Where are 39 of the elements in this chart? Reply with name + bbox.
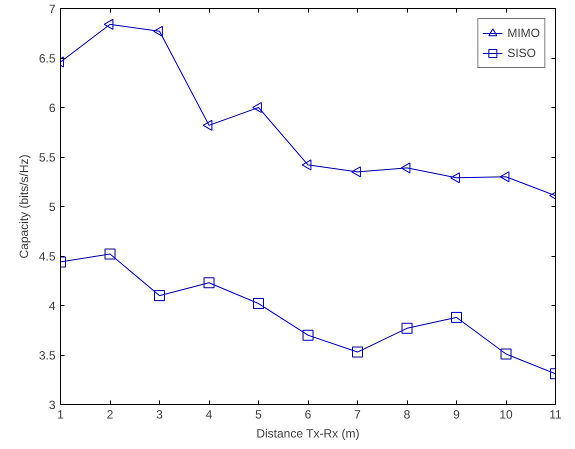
y-tick-label: 4	[48, 299, 56, 313]
point	[402, 322, 412, 334]
y-tick-label: 4.5	[38, 250, 56, 264]
point	[253, 298, 264, 310]
point	[252, 102, 262, 113]
legend-label: MIMO	[507, 26, 540, 40]
y-tick-label: 6	[48, 101, 56, 115]
point	[204, 277, 214, 288]
y-axis-title: Capacity (bits/s/Hz)	[16, 154, 31, 259]
x-tick-label: 10	[499, 408, 513, 422]
point	[302, 330, 314, 341]
point	[351, 166, 361, 178]
x-tick-label: 8	[404, 408, 411, 422]
y-tick-label: 5	[48, 200, 56, 214]
x-tick-label: 3	[156, 408, 164, 422]
point	[153, 26, 163, 37]
x-axis-title: Distance Tx-Rx (m)	[256, 426, 360, 440]
x-tick-label: 7	[354, 408, 362, 422]
y-tick-label: 7	[48, 2, 56, 16]
point	[352, 346, 363, 358]
y-tick-label: 6.5	[38, 52, 56, 66]
y-tick-label: 3.5	[38, 348, 56, 362]
x-tick-label: 11	[549, 408, 562, 422]
x-tick-label: 4	[206, 408, 213, 422]
y-tick-label: 3	[48, 398, 56, 412]
x-tick-label: 5	[255, 408, 262, 422]
point	[450, 172, 460, 184]
legend-label: SISO	[507, 46, 536, 60]
x-tick-label: 6	[304, 408, 312, 422]
point	[302, 159, 312, 170]
x-tick-label: 2	[106, 408, 114, 422]
x-tick-label: 9	[453, 408, 460, 422]
point	[104, 248, 116, 260]
point	[400, 162, 410, 174]
point	[154, 290, 165, 302]
y-tick-label: 5.5	[38, 150, 56, 164]
x-tick-label: 1	[57, 408, 64, 422]
point	[500, 171, 510, 182]
point	[202, 120, 212, 131]
